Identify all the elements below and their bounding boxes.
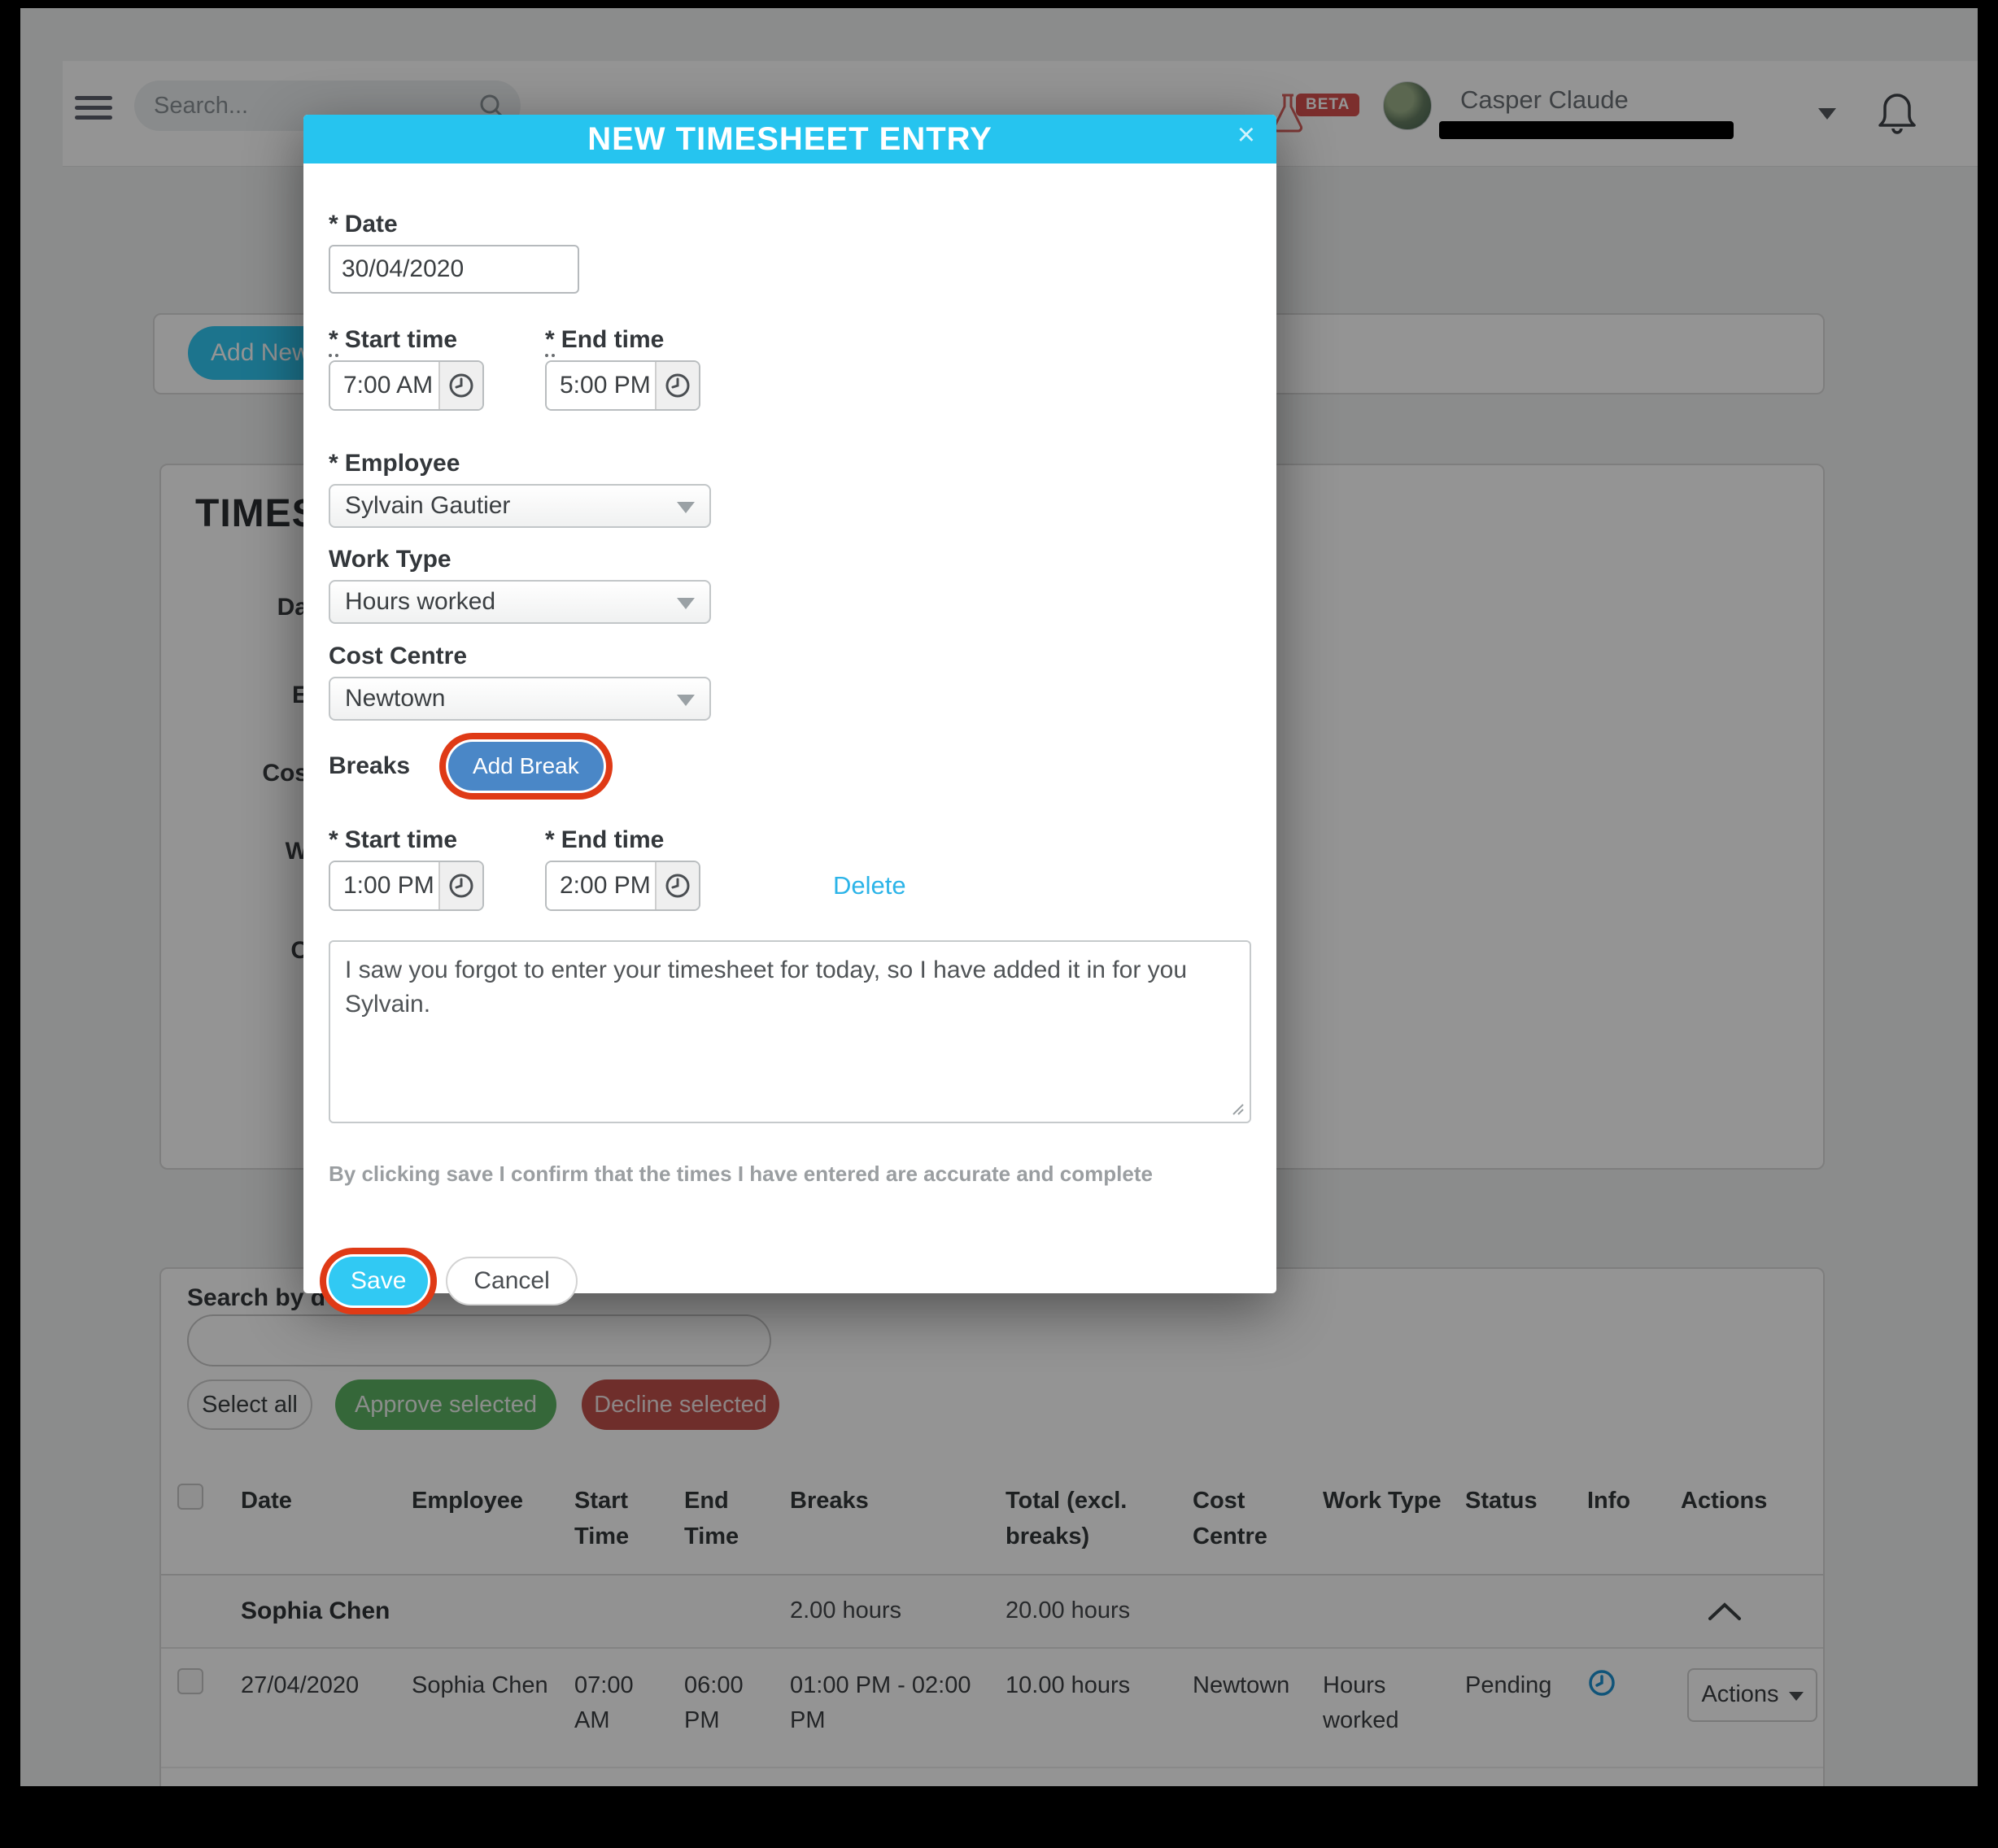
row-employee: Sophia Chen: [412, 1671, 548, 1698]
caret-down-icon: [677, 502, 695, 513]
pending-clock-icon[interactable]: [1564, 1668, 1658, 1698]
col-cost-centre: Cost Centre: [1193, 1488, 1267, 1549]
row-total: 10.00 hours: [1006, 1671, 1131, 1698]
break-start-group: [329, 861, 484, 911]
end-time-field[interactable]: [547, 362, 655, 409]
col-start-time: Start Time: [574, 1488, 630, 1549]
col-status: Status: [1465, 1488, 1538, 1514]
date-field[interactable]: [329, 245, 579, 294]
caret-down-icon: [677, 695, 695, 706]
approve-selected-button[interactable]: Approve selected: [335, 1379, 556, 1430]
user-name: Casper Claude: [1460, 85, 1629, 114]
beta-badge: BETA: [1296, 94, 1360, 116]
cancel-button[interactable]: Cancel: [446, 1257, 578, 1305]
bg-label-date-fragment: Da: [277, 594, 308, 621]
bell-icon[interactable]: [1875, 90, 1919, 137]
breaks-label: Breaks: [329, 752, 411, 779]
group-row[interactable]: Sophia Chen 2.00 hours 20.00 hours: [161, 1576, 1823, 1649]
end-time-group: [545, 360, 700, 411]
select-all-checkbox[interactable]: [177, 1484, 203, 1510]
date-label: * Date: [329, 211, 398, 238]
clock-icon[interactable]: [655, 362, 699, 409]
clock-icon[interactable]: [655, 862, 699, 909]
confirm-note: By clicking save I confirm that the time…: [329, 1162, 1153, 1186]
close-icon[interactable]: ×: [1237, 118, 1255, 152]
timesheets-heading-fragment: TIMES: [195, 492, 319, 535]
search-by-label: Search by d: [187, 1284, 326, 1311]
col-date: Date: [241, 1488, 292, 1514]
table-header-row: Date Employee Start Time End Time Breaks…: [161, 1461, 1823, 1576]
start-time-field[interactable]: [330, 362, 438, 409]
break-end-group: [545, 861, 700, 911]
decline-selected-button[interactable]: Decline selected: [582, 1379, 779, 1430]
resize-handle-icon[interactable]: [1228, 1100, 1245, 1116]
row-work-type: Hours worked: [1323, 1671, 1399, 1734]
timesheet-table: Date Employee Start Time End Time Breaks…: [161, 1461, 1823, 1786]
col-end-time: End Time: [684, 1488, 739, 1549]
col-actions: Actions: [1681, 1488, 1768, 1514]
caret-down-icon[interactable]: [1818, 108, 1836, 120]
cost-centre-label: Cost Centre: [329, 643, 468, 669]
modal-header: NEW TIMESHEET ENTRY ×: [303, 115, 1276, 163]
row-breaks: 01:00 PM - 02:00 PM: [790, 1671, 971, 1734]
break-start-field[interactable]: [330, 862, 438, 909]
add-break-button[interactable]: Add Break: [448, 742, 604, 791]
row-checkbox[interactable]: [177, 1667, 203, 1694]
row-cost-centre: Newtown: [1193, 1671, 1290, 1698]
delete-break-link[interactable]: Delete: [833, 871, 906, 900]
col-total: Total (excl. breaks): [1006, 1488, 1128, 1549]
break-end-label: * End time: [545, 826, 665, 853]
approvals-card: Search by d Select all Approve selected …: [159, 1267, 1825, 1786]
col-work-type: Work Type: [1323, 1488, 1442, 1514]
employee-select[interactable]: Sylvain Gautier: [329, 484, 711, 528]
clock-icon[interactable]: [438, 862, 482, 909]
caret-down-icon: [1788, 1692, 1804, 1701]
new-timesheet-entry-modal: NEW TIMESHEET ENTRY × *Date *Start time …: [303, 115, 1276, 1305]
chevron-up-icon[interactable]: [1707, 1601, 1743, 1622]
start-time-group: [329, 360, 484, 411]
clock-icon[interactable]: [438, 362, 482, 409]
row-date: 27/04/2020: [241, 1671, 360, 1698]
work-type-select[interactable]: Hours worked: [329, 580, 711, 624]
row-start: 07:00 AM: [574, 1671, 634, 1734]
avatar[interactable]: [1383, 81, 1432, 130]
col-employee: Employee: [412, 1488, 523, 1514]
table-row: 27/04/2020 Sophia Chen 07:00 AM 06:00 PM…: [161, 1649, 1823, 1768]
modal-title: NEW TIMESHEET ENTRY: [587, 120, 992, 157]
row-actions-button[interactable]: Actions: [1687, 1667, 1817, 1722]
filter-input[interactable]: [187, 1314, 771, 1366]
group-grand-total: 20.00 hours: [1006, 1597, 1131, 1624]
col-breaks: Breaks: [790, 1488, 869, 1514]
group-breaks-total: 2.00 hours: [790, 1597, 902, 1624]
comment-field[interactable]: I saw you forgot to enter your timesheet…: [329, 940, 1251, 1123]
hamburger-menu-icon[interactable]: [75, 96, 112, 120]
start-time-label: * Start time: [329, 326, 545, 357]
work-type-label: Work Type: [329, 546, 452, 573]
bulk-actions-row: Select all Approve selected Decline sele…: [161, 1379, 1823, 1430]
select-all-button[interactable]: Select all: [187, 1379, 312, 1430]
modal-body: *Date *Start time *End time *Employee Sy…: [303, 211, 1276, 1305]
redacted-text-bar: [1439, 121, 1734, 139]
row-end: 06:00 PM: [684, 1671, 744, 1734]
employee-label: * Employee: [329, 450, 460, 477]
caret-down-icon: [677, 598, 695, 609]
cost-centre-select[interactable]: Newtown: [329, 677, 711, 721]
break-end-field[interactable]: [547, 862, 655, 909]
break-start-label: * Start time: [329, 826, 458, 853]
end-time-label: * End time: [545, 326, 761, 357]
col-info: Info: [1587, 1488, 1631, 1514]
bg-label-cost-fragment: Cos: [262, 760, 308, 787]
save-button[interactable]: Save: [329, 1257, 429, 1305]
group-employee-name: Sophia Chen: [241, 1597, 390, 1624]
row-status: Pending: [1465, 1671, 1552, 1698]
